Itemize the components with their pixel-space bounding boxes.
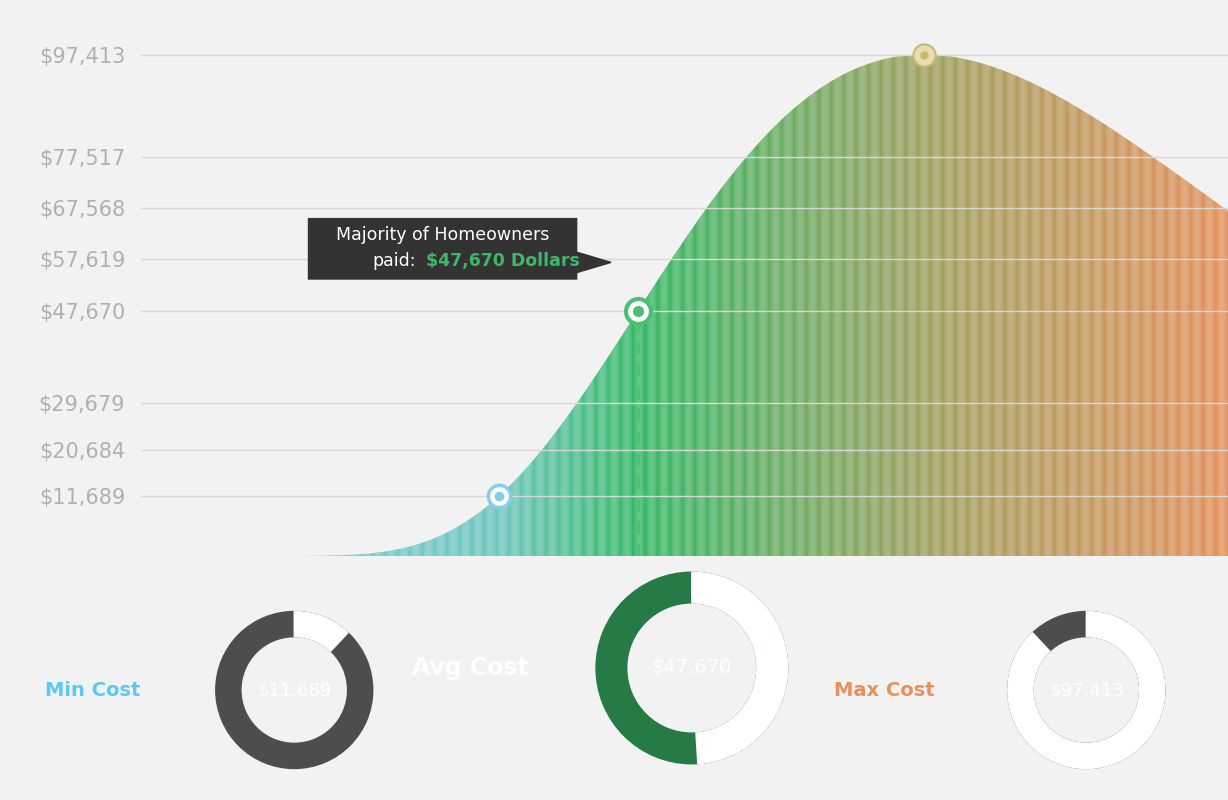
Text: $47,670: $47,670 <box>652 658 732 678</box>
Text: Min Cost: Min Cost <box>45 681 140 699</box>
Wedge shape <box>216 611 373 769</box>
Text: Max Cost: Max Cost <box>834 681 935 699</box>
Wedge shape <box>596 572 787 764</box>
Wedge shape <box>691 572 787 763</box>
Text: $11,689: $11,689 <box>257 681 332 699</box>
Wedge shape <box>1008 611 1165 769</box>
Wedge shape <box>295 611 348 651</box>
FancyBboxPatch shape <box>308 218 577 280</box>
Text: Avg Cost: Avg Cost <box>411 656 529 680</box>
Polygon shape <box>573 251 612 274</box>
Text: paid:: paid: <box>372 252 415 270</box>
Text: Majority of Homeowners: Majority of Homeowners <box>336 226 549 244</box>
Text: $47,670 Dollars: $47,670 Dollars <box>426 252 580 270</box>
Wedge shape <box>1008 611 1165 769</box>
Text: $97,413: $97,413 <box>1049 681 1124 699</box>
